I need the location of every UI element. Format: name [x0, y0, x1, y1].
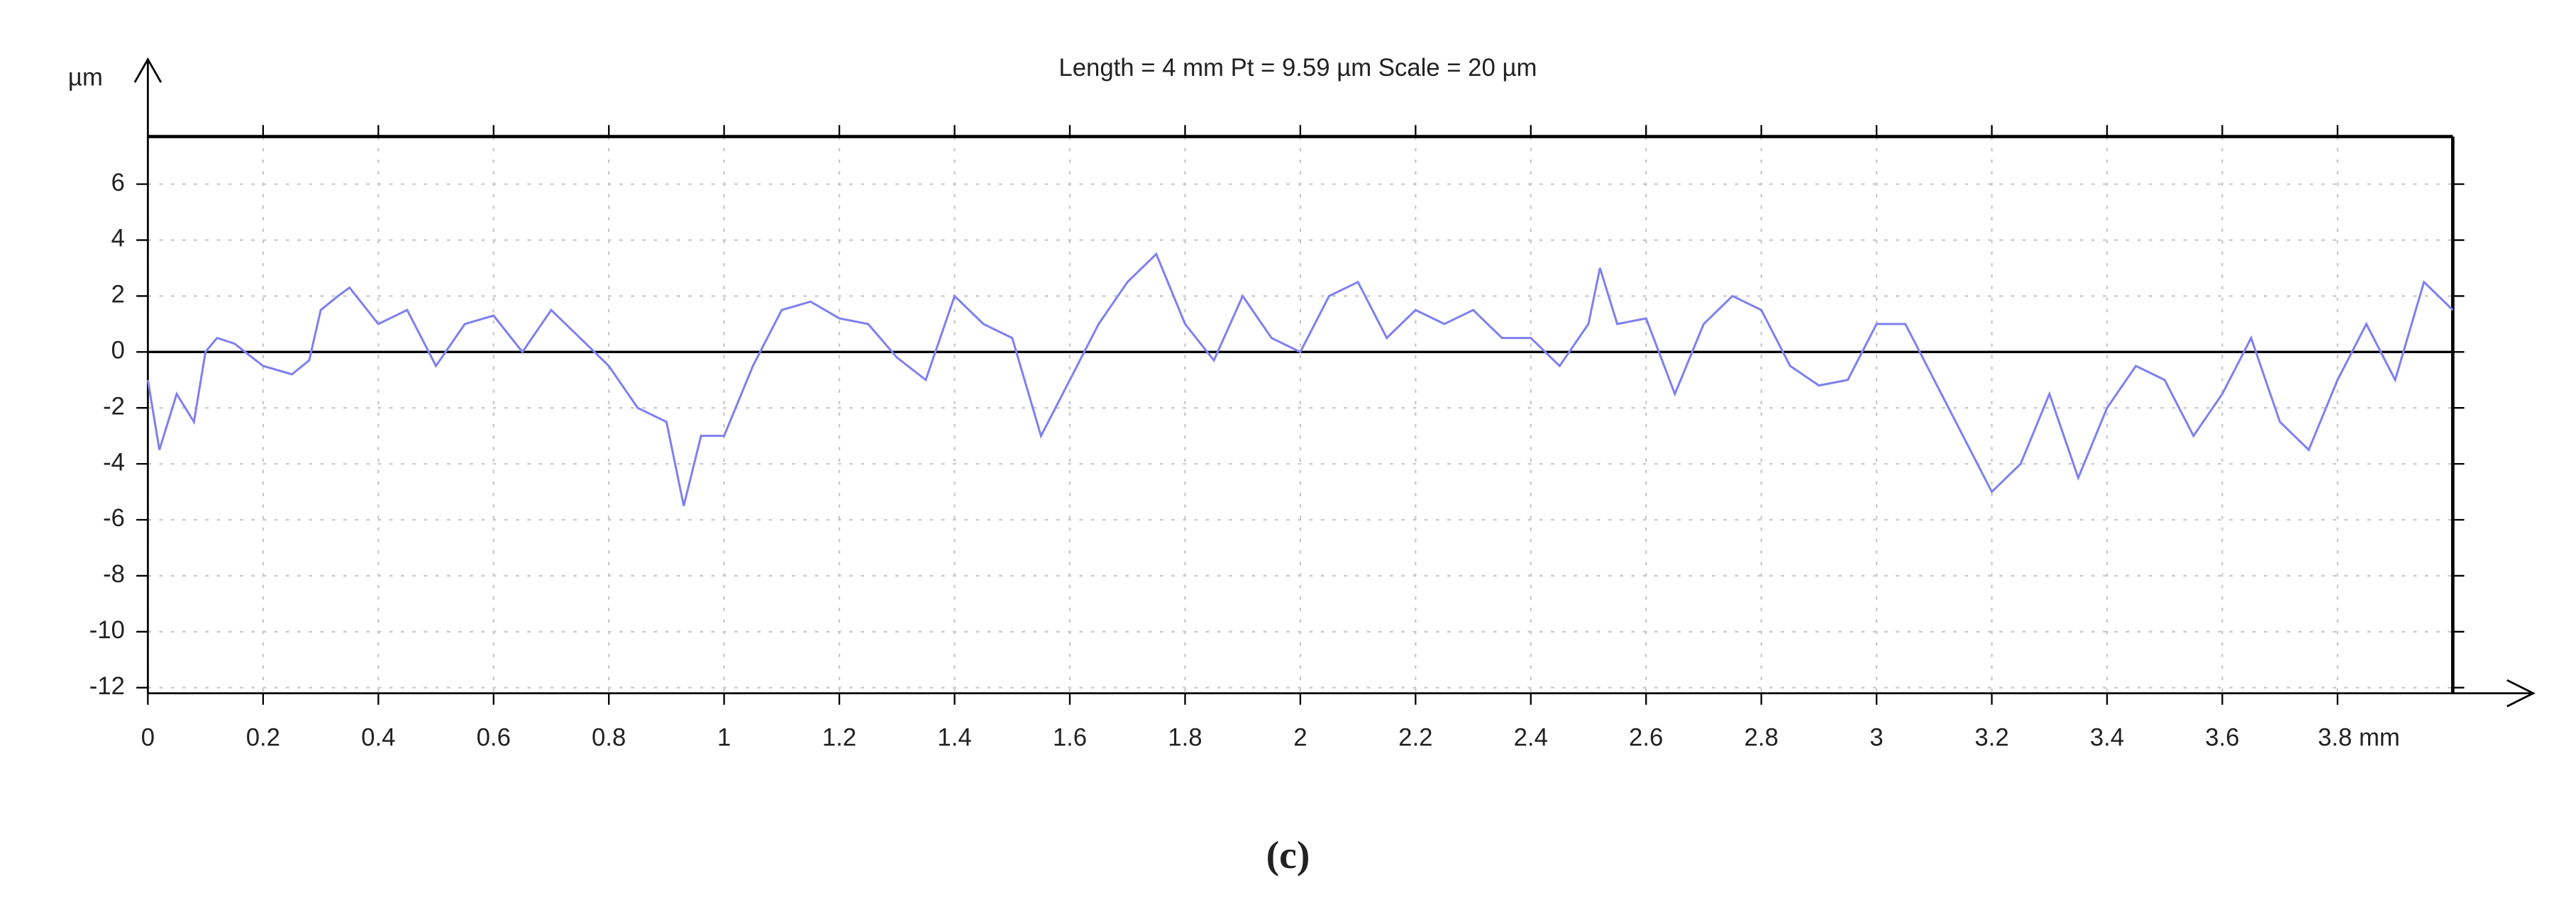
caption: (c)	[1266, 833, 1310, 877]
y-tick-label: -6	[103, 505, 125, 532]
x-tick-label: 1	[717, 725, 731, 752]
x-tick-label: 3.2	[1974, 725, 2008, 752]
x-tick-label: 3	[1869, 725, 1883, 752]
y-axis-arrow	[133, 57, 162, 83]
y-tick-label: -4	[103, 449, 125, 476]
x-tick-label: 3.6	[2205, 725, 2239, 752]
x-tick-label: 3.8 mm	[2318, 725, 2400, 752]
x-tick-label: 1.8	[1168, 725, 1202, 752]
y-tick-label: 2	[111, 282, 125, 308]
x-tick-label: 0.4	[361, 725, 395, 752]
y-tick-label: -12	[89, 673, 125, 700]
x-tick-label: 2.6	[1629, 725, 1663, 752]
x-tick-label: 0	[141, 725, 155, 752]
x-tick-label: 0.2	[246, 725, 280, 752]
y-tick-label: -2	[103, 393, 125, 420]
chart-title: Length = 4 mm Pt = 9.59 µm Scale = 20 µm	[1058, 55, 1537, 82]
profile-line	[146, 252, 2454, 506]
x-tick-label: 2.4	[1514, 725, 1548, 752]
y-tick-label: 6	[111, 169, 125, 196]
x-tick-label: 2.2	[1398, 725, 1432, 752]
x-tick-label: 2.8	[1745, 725, 1779, 752]
y-tick-label: 0	[111, 337, 125, 364]
x-tick-label: 0.8	[592, 725, 626, 752]
grid	[147, 136, 2453, 694]
y-axis-unit: µm	[68, 65, 103, 91]
frame	[133, 57, 2536, 708]
x-tick-label: 1.4	[937, 725, 971, 752]
x-axis-arrow	[2506, 679, 2536, 708]
x-tick-label: 3.4	[2090, 725, 2124, 752]
x-tick-label: 0.6	[477, 725, 511, 752]
x-tick-label: 1.6	[1053, 725, 1087, 752]
y-tick-label: -8	[103, 561, 125, 588]
y-tick-label: 4	[111, 226, 125, 252]
x-tick-label: 2	[1293, 725, 1307, 752]
x-tick-label: 1.2	[822, 725, 856, 752]
y-tick-label: -10	[89, 617, 125, 644]
